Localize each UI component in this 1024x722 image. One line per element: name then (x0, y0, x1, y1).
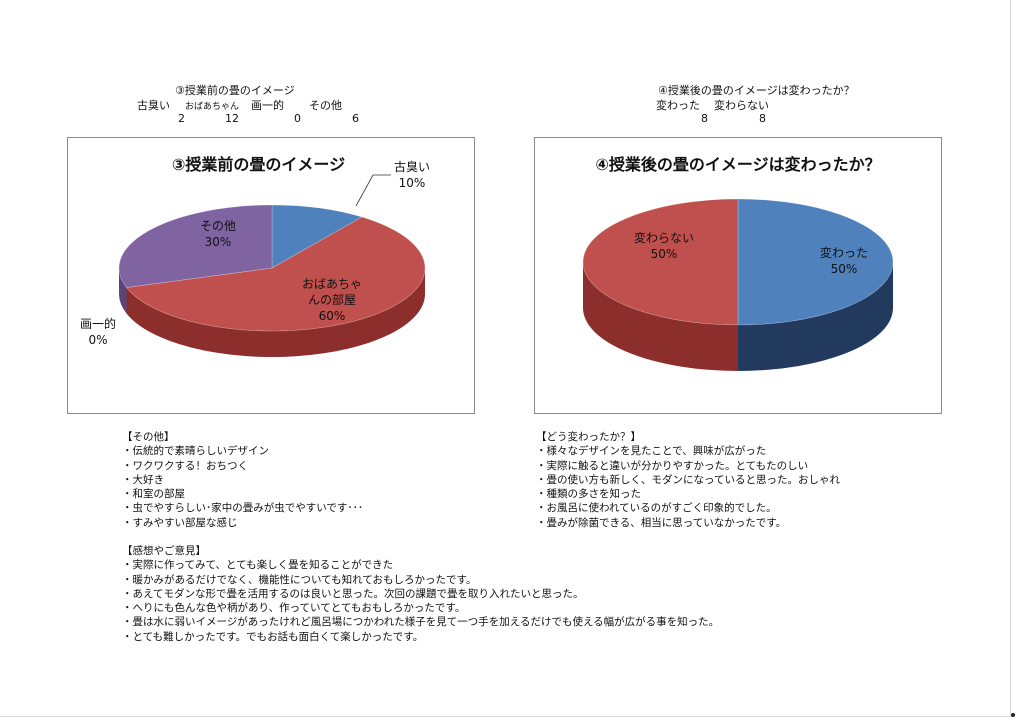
table-after-header: 変わった (656, 99, 700, 112)
data-label-変わらない: 変わらない 50% (634, 230, 694, 261)
table-before-header: その他 (309, 99, 342, 112)
pie-slice-古臭い (271, 204, 363, 269)
chart-after-frame: ④授業後の畳のイメージは変わったか？ 変わった 50% 変わらない 50% (534, 137, 942, 414)
list-item: ・へりにも色んな色や柄があり、作っていてとてもおもしろかったです。 (122, 602, 466, 615)
data-label-変わった: 変わった 50% (820, 245, 868, 276)
table-after-title: ④授業後の畳のイメージは変わったか？ (658, 84, 855, 97)
pie-side-その他 (119, 268, 127, 314)
pie-slice-変わった (737, 198, 894, 326)
pie-slice-変わらない (582, 198, 739, 326)
chart-after-svg: 変わった 50% 変わらない 50% (582, 198, 894, 371)
leader-line (355, 174, 391, 207)
data-label-その他: その他 30% (200, 219, 236, 249)
table-before-value: 12 (225, 112, 239, 125)
data-label-おばあちゃんの部屋: おばあちゃんの部屋 60% (302, 277, 362, 323)
chart-before-title: ③授業前の畳のイメージ (171, 155, 346, 174)
list-item: ・すみやすい部屋な感じ (122, 516, 238, 529)
list-item: ・実際に作ってみて、とても楽しく畳を知ることができた (122, 559, 394, 572)
table-before-header: おばあちゃん (185, 102, 240, 112)
list-item: ・和室の部屋 (122, 488, 185, 501)
table-before-title: ③授業前の畳のイメージ (175, 84, 295, 97)
notes-impressions-heading: 【感想やご意見】 (122, 545, 206, 557)
chart-before-svg: 古臭い 10% おばあちゃんの部屋 60% 画一的 0% その他 30% (80, 159, 430, 357)
list-item: ・伝統的で素晴らしいデザイン (122, 445, 269, 458)
table-before-value: 6 (352, 112, 359, 125)
table-before-value: 0 (294, 112, 301, 125)
list-item: ・実際に触ると違いが分かりやすかった。とてもたのしい (536, 459, 809, 472)
list-item: ・大好き (122, 473, 164, 486)
table-before-header: 画一的 (251, 99, 284, 112)
table-before-values: 2 12 0 6 (137, 112, 359, 125)
pie-side-変わった (738, 262, 893, 371)
notes-changed: 【どう変わったか？】 ・様々なデザインを見たことで、興味が広がった ・実際に触る… (536, 430, 840, 530)
notes-other-heading: 【その他】 (122, 431, 175, 443)
list-item: ・種類の多さを知った (536, 488, 641, 501)
page-corner-mark (1011, 713, 1015, 717)
list-item: ・様々なデザインを見たことで、興味が広がった (536, 445, 767, 458)
data-label-画一的: 画一的 0% (80, 316, 116, 347)
pie-side-変わらない (583, 262, 738, 371)
table-before-value: 2 (178, 112, 185, 125)
pie-side-おばあちゃんの部屋 (126, 268, 426, 357)
data-label-古臭い: 古臭い 10% (394, 159, 430, 190)
list-item: ・あえてモダンな形で畳を活用するのは良いと思った。次回の課題で畳を取り入れたいと… (122, 587, 584, 600)
list-item: ・畳みが除菌できる、相当に思っていなかったです。 (536, 516, 787, 529)
list-item: ・虫でやすらしい･家中の畳みが虫でやすいです･･･ (122, 502, 364, 515)
table-after-header: 変わらない (714, 99, 769, 112)
list-item: ・とても難しかったです。でもお話も面白くて楽しかったです。 (122, 630, 424, 643)
list-item: ・ワクワクする！おちつく (122, 459, 248, 472)
chart-after-title: ④授業後の畳のイメージは変わったか？ (595, 155, 881, 174)
notes-other: 【その他】 ・伝統的で素晴らしいデザイン ・ワクワクする！おちつく ・大好き ・… (122, 430, 363, 530)
chart-before-frame: ③授業前の畳のイメージ 古臭い 10% おばあちゃんの部屋 60% 画一的 0% その他 30… (67, 137, 475, 414)
list-item: ・畳は水に弱いイメージがあったけれど風呂場につかわれた様子を見て一つ手を加えるだ… (122, 616, 720, 629)
list-item: ・お風呂に使われているのがすごく印象的でした。 (536, 502, 777, 515)
pie-slice-その他 (118, 204, 273, 288)
table-after-headers: 変わった 変わらない (656, 97, 784, 113)
notes-changed-heading: 【どう変わったか？】 (536, 431, 641, 443)
table-before-header: 古臭い (137, 99, 170, 112)
pie-slice-おばあちゃんの部屋 (125, 216, 426, 332)
list-item: ・暖かみがあるだけでなく、機能性についても知れておもしろかったです。 (122, 573, 477, 586)
table-after-value: 8 (701, 112, 708, 125)
notes-impressions: 【感想やご意見】 ・実際に作ってみて、とても楽しく畳を知ることができた ・暖かみ… (122, 544, 719, 644)
table-after-value: 8 (759, 112, 766, 125)
list-item: ・畳の使い方も新しく、モダンになっていると思った。おしゃれ (536, 473, 840, 486)
table-before-headers: 古臭い おばあちゃん 画一的 その他 (137, 97, 359, 113)
